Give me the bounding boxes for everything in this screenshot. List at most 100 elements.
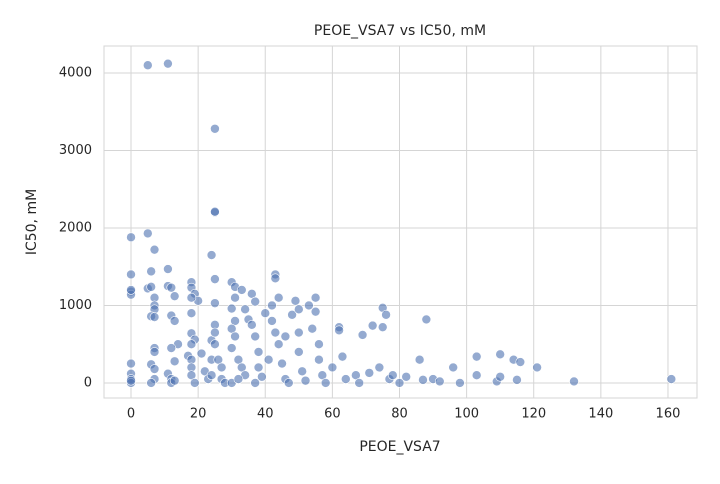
point <box>226 343 237 353</box>
point <box>340 374 351 384</box>
point <box>210 206 220 217</box>
point <box>434 376 445 387</box>
point <box>421 314 432 325</box>
point <box>495 371 505 382</box>
point <box>247 320 257 330</box>
point <box>273 292 284 303</box>
point <box>126 269 136 280</box>
point <box>189 378 200 388</box>
point <box>532 362 542 373</box>
point <box>260 308 271 319</box>
y-tick-label: 4000 <box>59 65 92 80</box>
point <box>126 375 136 386</box>
point <box>515 357 526 367</box>
x-tick-label: 0 <box>127 407 135 422</box>
point <box>267 300 277 311</box>
point <box>169 291 180 301</box>
point <box>253 347 264 357</box>
point <box>146 266 156 277</box>
point <box>273 339 284 350</box>
point <box>471 351 482 362</box>
point <box>314 339 324 350</box>
point <box>310 292 321 303</box>
point <box>240 304 250 315</box>
point <box>126 358 136 369</box>
y-tick-label: 3000 <box>59 143 92 158</box>
point <box>287 309 297 320</box>
x-tick-label: 120 <box>521 407 546 422</box>
point <box>280 331 291 342</box>
point <box>290 296 301 306</box>
point <box>300 375 311 386</box>
point <box>310 306 321 317</box>
point <box>448 362 458 373</box>
point <box>455 378 465 388</box>
x-tick-label: 20 <box>190 407 207 422</box>
point <box>270 273 281 284</box>
point <box>210 274 220 284</box>
point <box>142 60 153 71</box>
point <box>367 320 378 331</box>
point <box>216 362 227 373</box>
point <box>307 323 318 334</box>
point <box>142 228 153 239</box>
x-tick-label: 140 <box>588 407 613 422</box>
x-tick-label: 100 <box>454 407 479 422</box>
point <box>267 316 277 326</box>
x-tick-label: 60 <box>324 407 341 422</box>
point <box>327 362 338 373</box>
point <box>250 378 260 388</box>
y-axis-label: IC50, mM <box>24 189 40 255</box>
x-tick-label: 80 <box>391 407 408 422</box>
point <box>226 303 237 314</box>
point <box>257 371 267 382</box>
point <box>230 292 240 303</box>
point <box>381 309 391 320</box>
y-tick-label: 1000 <box>59 298 92 313</box>
point <box>354 378 365 388</box>
point <box>149 312 160 322</box>
point <box>230 331 240 342</box>
point <box>283 378 294 388</box>
point <box>163 264 173 274</box>
point <box>186 292 197 303</box>
point <box>297 366 307 377</box>
point <box>471 370 482 381</box>
point <box>169 356 180 367</box>
point <box>334 325 344 336</box>
point <box>294 327 304 338</box>
point <box>250 331 260 342</box>
plot-frame <box>103 45 698 399</box>
point <box>263 354 274 365</box>
point <box>270 327 281 338</box>
y-tick-label: 2000 <box>59 220 92 235</box>
point <box>253 362 264 373</box>
point <box>236 285 247 295</box>
point <box>146 282 156 292</box>
point <box>495 349 505 360</box>
point <box>146 378 156 388</box>
point <box>149 244 160 255</box>
y-tick-label: 0 <box>84 375 92 390</box>
point <box>277 358 287 369</box>
point <box>186 339 197 350</box>
point <box>387 370 398 381</box>
point <box>337 351 348 362</box>
x-tick-label: 40 <box>257 407 274 422</box>
point <box>250 296 260 307</box>
point <box>374 362 385 373</box>
point <box>294 347 304 357</box>
point <box>196 348 207 359</box>
point <box>163 58 173 69</box>
point <box>401 371 412 382</box>
point <box>569 376 579 387</box>
point <box>418 375 428 385</box>
point <box>210 123 220 134</box>
point <box>304 300 314 311</box>
point <box>210 327 220 338</box>
point <box>233 374 244 384</box>
point <box>210 339 220 350</box>
point <box>357 330 368 340</box>
point <box>666 374 677 384</box>
point <box>149 347 160 357</box>
